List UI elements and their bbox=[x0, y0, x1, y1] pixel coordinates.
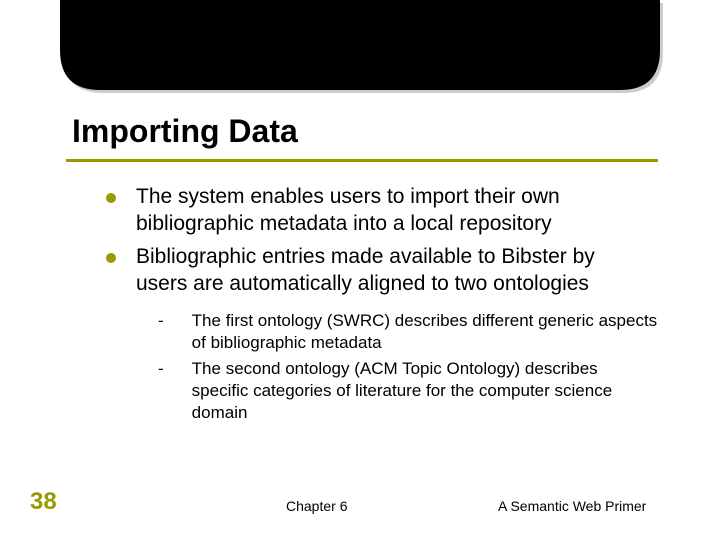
footer-book-title: A Semantic Web Primer bbox=[498, 498, 646, 514]
bullet-text: Bibliographic entries made available to … bbox=[136, 244, 646, 298]
title-underline bbox=[66, 159, 658, 162]
footer-chapter: Chapter 6 bbox=[286, 498, 347, 514]
bullet-item: The system enables users to import their… bbox=[106, 184, 646, 238]
bullet-dot-icon bbox=[106, 193, 116, 203]
dash-icon: - bbox=[158, 358, 164, 380]
sub-bullet-text: The second ontology (ACM Topic Ontology)… bbox=[192, 358, 658, 424]
bullet-text: The system enables users to import their… bbox=[136, 184, 646, 238]
dash-icon: - bbox=[158, 310, 164, 332]
sub-bullet-list: - The first ontology (SWRC) describes di… bbox=[158, 310, 658, 424]
slide-title: Importing Data bbox=[72, 113, 298, 150]
sub-bullet-item: - The second ontology (ACM Topic Ontolog… bbox=[158, 358, 658, 424]
bullet-item: Bibliographic entries made available to … bbox=[106, 244, 646, 298]
page-number: 38 bbox=[30, 488, 57, 516]
main-bullet-list: The system enables users to import their… bbox=[106, 184, 646, 428]
bullet-dot-icon bbox=[106, 253, 116, 263]
sub-bullet-item: - The first ontology (SWRC) describes di… bbox=[158, 310, 658, 354]
top-decor-curve bbox=[0, 0, 720, 95]
sub-bullet-text: The first ontology (SWRC) describes diff… bbox=[192, 310, 658, 354]
